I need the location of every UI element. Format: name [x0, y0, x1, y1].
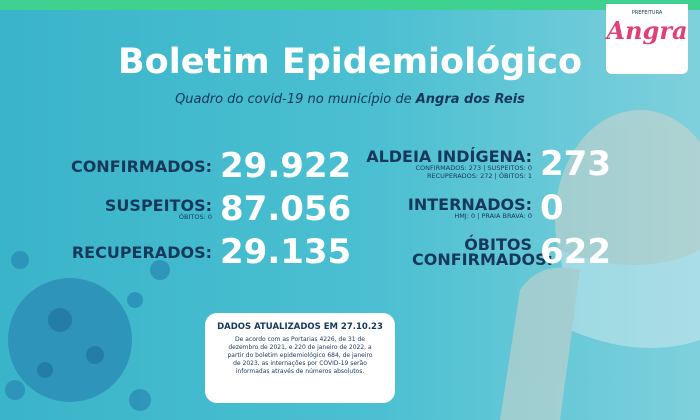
stat-value: 0 — [540, 188, 564, 228]
subtitle: Quadro do covid-19 no município de Angra… — [0, 92, 700, 107]
note-line: De acordo com as Portarias 4226, de 31 d… — [235, 336, 365, 343]
stat-row: ALDEIA INDÍGENA: CONFIRMADOS: 273 | SUSPE… — [322, 144, 611, 184]
note-line: de 2023, as internações por COVID-19 ser… — [233, 360, 367, 367]
stat-row: CONFIRMADOS: 29.922 — [10, 146, 351, 186]
stat-label-block: ALDEIA INDÍGENA: CONFIRMADOS: 273 | SUSPE… — [322, 146, 532, 180]
stat-label-block: CONFIRMADOS: — [10, 156, 212, 176]
subtitle-emphasis: Angra dos Reis — [415, 92, 525, 107]
stat-label: ALDEIA INDÍGENA: — [366, 146, 532, 166]
stat-value: 622 — [540, 232, 611, 272]
stat-value: 29.922 — [220, 146, 352, 186]
virus-texture — [37, 308, 104, 378]
logo-small: PREFEITURA — [631, 10, 663, 16]
logo: PREFEITURA Angra — [606, 4, 688, 74]
stat-row: SUSPEITOS: ÓBITOS: 0 87.056 — [10, 189, 351, 229]
stat-detail: HMJ: 0 | PRAIA BRAVA: 0 — [454, 211, 532, 220]
stat-value: 87.056 — [220, 189, 352, 229]
note-line: partir do boletim epidemiológico 684, de… — [227, 352, 373, 359]
stat-detail: RECUPERADOS: 272 | ÓBITOS: 1 — [427, 171, 532, 180]
top-strip — [0, 0, 700, 10]
person — [500, 110, 700, 420]
stat-label-block: ÓBITOS CONFIRMADOS: — [322, 235, 554, 269]
stat-row: INTERNADOS: HMJ: 0 | PRAIA BRAVA: 0 0 — [322, 188, 564, 228]
note: DADOS ATUALIZADOS EM 27.10.23 De acordo … — [205, 313, 395, 403]
note-line: informadas através de números absolutos. — [235, 368, 365, 375]
stat-value: 273 — [540, 144, 611, 184]
logo-name: Angra — [606, 16, 688, 45]
note-body: De acordo com as Portarias 4226, de 31 d… — [205, 336, 395, 376]
stat-label: SUSPEITOS: — [104, 195, 212, 215]
stat-detail: ÓBITOS: 0 — [178, 212, 212, 221]
stat-row: ÓBITOS CONFIRMADOS: 622 — [322, 232, 611, 272]
stat-label: CONFIRMADOS: — [70, 156, 212, 176]
stat-label-block: RECUPERADOS: — [10, 242, 212, 262]
stat-row: RECUPERADOS: 29.135 — [10, 232, 351, 272]
stat-label: ÓBITOS CONFIRMADOS: — [412, 235, 554, 269]
virus — [5, 251, 170, 411]
stat-label-block: SUSPEITOS: ÓBITOS: 0 — [10, 195, 212, 221]
stat-value: 29.135 — [220, 232, 352, 272]
stat-label: INTERNADOS: — [407, 194, 532, 214]
stat-label: RECUPERADOS: — [71, 242, 212, 262]
stat-label-block: INTERNADOS: HMJ: 0 | PRAIA BRAVA: 0 — [322, 194, 532, 220]
title: Boletim Epidemiológico — [118, 42, 582, 82]
note-line: dezembro de 2021, e 220 de janeiro de 20… — [228, 344, 372, 351]
note-heading: DADOS ATUALIZADOS EM 27.10.23 — [217, 322, 383, 332]
stat-detail: CONFIRMADOS: 273 | SUSPEITOS: 0 — [415, 163, 532, 172]
subtitle-text: Quadro do covid-19 no município de — [175, 92, 416, 107]
